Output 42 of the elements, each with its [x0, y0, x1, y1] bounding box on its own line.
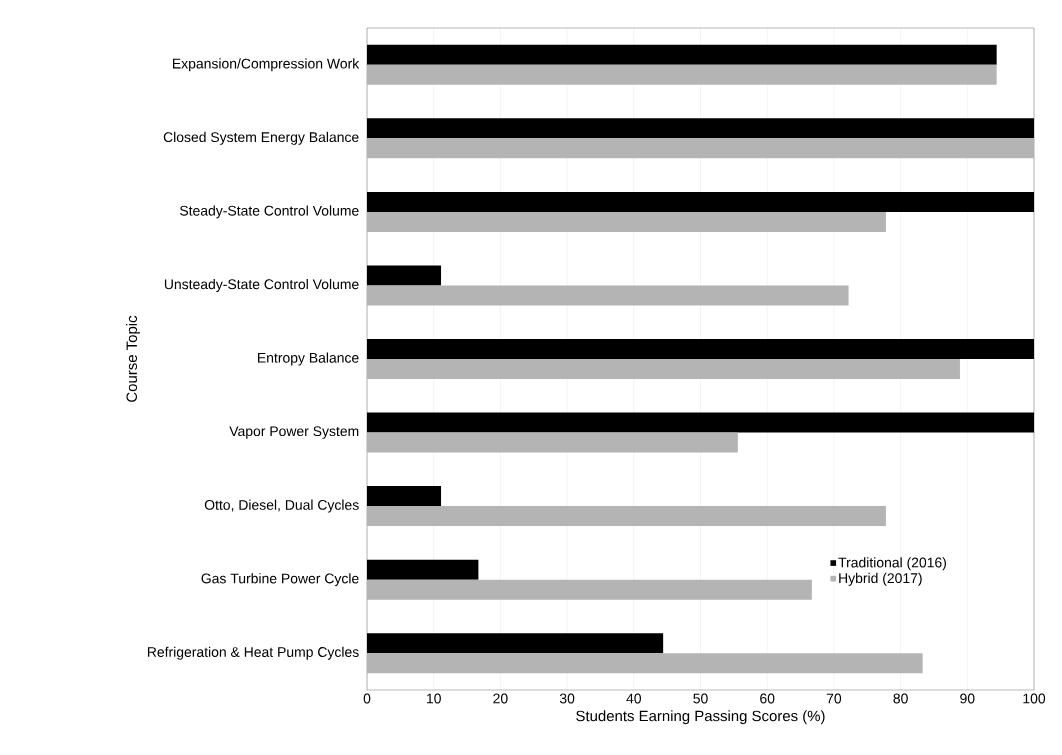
bar [367, 118, 1035, 139]
x-tick-label: 60 [760, 693, 775, 704]
x-axis-title: Students Earning Passing Scores (%) [576, 710, 825, 725]
x-tick-label: 20 [493, 693, 508, 704]
bar [367, 211, 886, 232]
bar [367, 265, 442, 286]
y-tick-label: Expansion/Compression Work [173, 58, 360, 72]
bar [367, 633, 664, 654]
x-tick-label: 80 [893, 693, 908, 704]
bar [367, 432, 738, 453]
bar [367, 559, 479, 580]
y-axis-title: Course Topic [126, 315, 140, 402]
y-tick-label: Closed System Energy Balance [163, 131, 359, 145]
bar [367, 339, 1035, 359]
bar [367, 44, 997, 65]
y-tick-label: Refrigeration & Heat Pump Cycles [147, 646, 359, 660]
y-tick-label: Otto, Diesel, Dual Cycles [204, 499, 359, 513]
bar [367, 486, 442, 507]
x-tick-label: 50 [693, 693, 708, 704]
bar [367, 138, 1035, 159]
x-tick-label: 0 [363, 693, 371, 704]
y-tick-label: Steady-State Control Volume [180, 205, 359, 219]
bar [367, 359, 960, 379]
bar [367, 506, 886, 527]
bar [367, 191, 1035, 212]
bar [367, 653, 923, 674]
y-tick-label: Vapor Power System [229, 426, 359, 439]
x-tick-label: 40 [626, 693, 642, 704]
x-tick-label: 90 [960, 693, 975, 704]
y-tick-label: Unsteady-State Control Volume [164, 278, 359, 292]
bar [367, 285, 849, 306]
x-tick-label: 70 [826, 693, 842, 704]
y-tick-label: Gas Turbine Power Cycle [201, 573, 359, 587]
x-tick-label: 100 [1023, 693, 1046, 704]
x-tick-label: 30 [559, 693, 575, 704]
legend-label: Hybrid (2017) [839, 572, 922, 586]
bar [367, 579, 812, 600]
x-tick-label: 10 [427, 693, 441, 704]
legend-label: Traditional (2016) [838, 557, 946, 571]
bar [367, 64, 997, 85]
y-tick-label: Entropy Balance [258, 352, 359, 366]
bar [367, 412, 1035, 433]
